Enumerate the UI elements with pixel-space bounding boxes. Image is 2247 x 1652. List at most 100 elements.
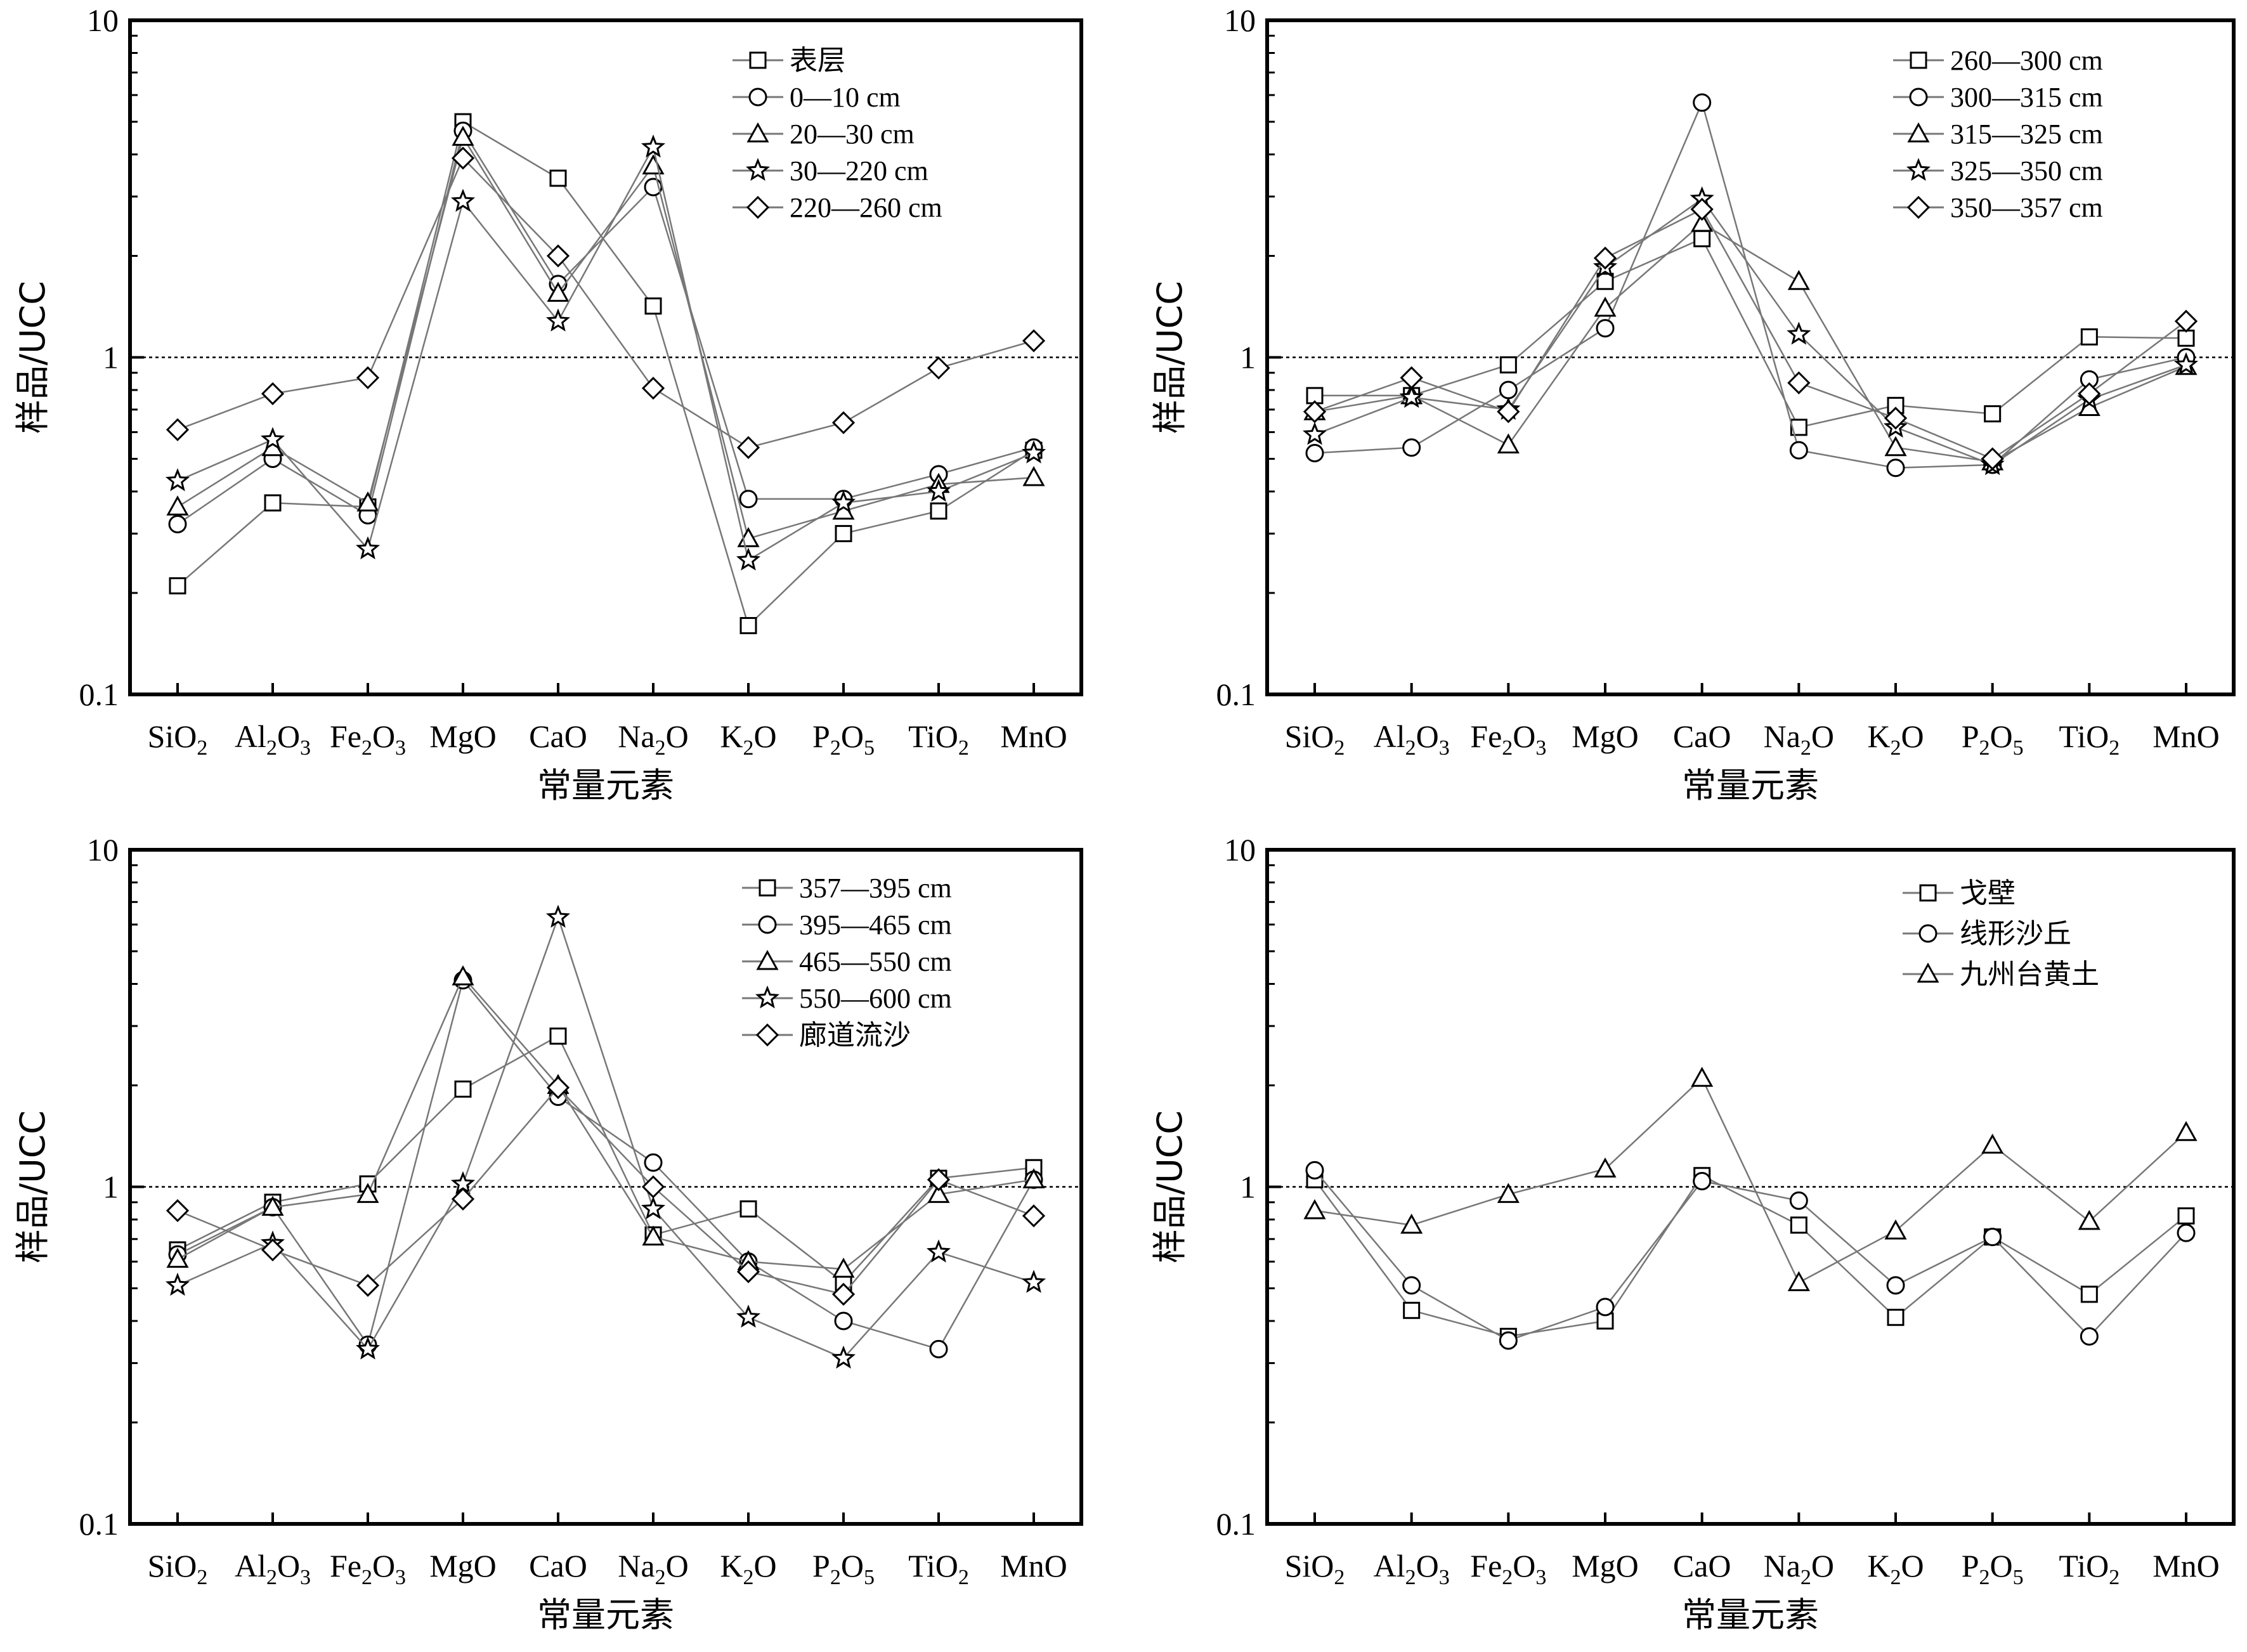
data-point-square [2177,1207,2195,1225]
data-point-diamond [546,1076,570,1100]
data-point-square [264,494,282,512]
data-point-star [831,1345,856,1369]
data-point-diamond [261,382,285,405]
x-tick-label-sio2: SiO2​ [1285,719,1345,760]
legend-marker-triangle [746,122,769,143]
legend-label: 465—550 cm [799,946,952,977]
x-tick-label-mno: MnO [2153,719,2220,754]
data-point-square [1790,1216,1807,1234]
data-point-star [165,468,190,491]
data-point-diamond [166,1199,190,1223]
data-point-star [260,427,285,450]
series-line [177,914,1034,1360]
data-point-circle [644,1153,663,1172]
x-tick-label-cao: CaO [1673,719,1731,754]
data-point-diamond [2174,309,2198,333]
data-point-circle [1596,1298,1615,1317]
x-tick-label-al2o3: Al2​O3​ [235,719,311,760]
x-tick-label-k2o: K2​O [1867,719,1924,760]
data-point-square [549,169,567,187]
data-point-diamond [736,436,760,459]
series-3 [1303,1067,2198,1291]
x-tick-label-mgo: MgO [429,1548,497,1584]
data-point-star [1399,384,1424,408]
data-point-circle [1983,1228,2002,1247]
series-line [1314,198,2187,466]
legend-marker-square [749,51,767,69]
legend-label: 30—220 cm [790,155,928,186]
y-tick-label: 0.1 [79,677,119,712]
data-point-square [739,617,757,635]
data-point-star [831,490,856,514]
series-5 [1303,197,2198,471]
data-point-circle [1596,319,1615,338]
legend-marker-square [1910,51,1927,69]
legend-label: 395—465 cm [799,909,952,940]
legend-label: 260—300 cm [1950,45,2103,76]
data-point-star [545,308,571,332]
data-point-diamond [641,377,665,400]
series-line [177,979,1035,1350]
data-point-diamond [1497,400,1520,424]
x-tick-label-k2o: K2​O [720,719,776,760]
legend-marker-star [1906,157,1931,181]
data-point-circle [1402,1276,1421,1295]
data-point-circle [1305,443,1324,462]
series-line [1314,100,2187,469]
data-point-triangle [166,1247,189,1268]
data-point-diamond [927,356,951,380]
data-point-circle [739,490,758,509]
x-tick-label-cao: CaO [529,1548,587,1584]
data-point-triangle [927,1183,950,1203]
data-point-circle [2177,1223,2196,1242]
data-point-circle [1693,93,1712,112]
data-point-triangle [1691,211,1714,232]
data-point-star [450,188,476,212]
x-tick-label-k2o: K2​O [720,1548,776,1589]
x-axis-title: 常量元素 [537,1595,674,1635]
series-4 [1302,186,2199,476]
legend-marker-circle [758,915,777,934]
x-tick-label-sio2: SiO2​ [148,719,208,760]
data-point-circle [1402,438,1421,457]
legend-label: 线形沙丘 [1960,918,2071,949]
data-point-diamond [831,1282,856,1306]
legend-marker-triangle [756,949,779,970]
data-point-triangle [1022,1168,1045,1188]
data-point-circle [1886,1276,1905,1295]
data-point-square [835,524,852,542]
data-point-diamond [166,418,190,441]
data-point-diamond [1884,406,1908,430]
legend: 表层 0—10 cm 20—30 cm 30—220 cm 220—260 cm [733,45,942,223]
x-tick-label-sio2: SiO2​ [1285,1548,1345,1589]
x-tick-label-fe2o3: Fe2​O3​ [330,1548,406,1589]
data-point-circle [1499,1331,1518,1350]
y-tick-label: 0.1 [79,1506,119,1542]
data-point-circle [1886,459,1905,478]
x-tick-label-al2o3: Al2​O3​ [1374,719,1450,760]
x-axis-title: 常量元素 [1682,1595,1819,1635]
data-point-circle [2080,1327,2099,1346]
y-tick-label: 10 [87,832,119,868]
data-point-circle [1789,441,1808,460]
data-point-diamond [736,1260,760,1284]
y-axis-title: 样品/UCC [13,281,53,434]
data-point-diamond [1981,447,2004,471]
data-point-triangle [1022,465,1045,486]
data-point-diamond [261,1238,285,1262]
x-tick-label-na2o: Na2​O [1764,719,1834,760]
series-line [1314,1077,2187,1284]
data-point-triangle [452,965,474,985]
x-tick-label-k2o: K2​O [1867,1548,1924,1589]
series-3 [166,126,1045,547]
data-point-triangle [1497,1183,1520,1203]
legend-label: 0—10 cm [790,82,901,113]
y-tick-label: 10 [1224,832,1256,868]
data-point-diamond [927,1168,951,1192]
data-point-square [2177,329,2195,347]
series-2 [168,971,1043,1358]
data-point-circle [929,1339,948,1358]
y-tick-label: 10 [1224,3,1256,38]
x-tick-label-tio2: TiO2​ [2059,719,2120,760]
